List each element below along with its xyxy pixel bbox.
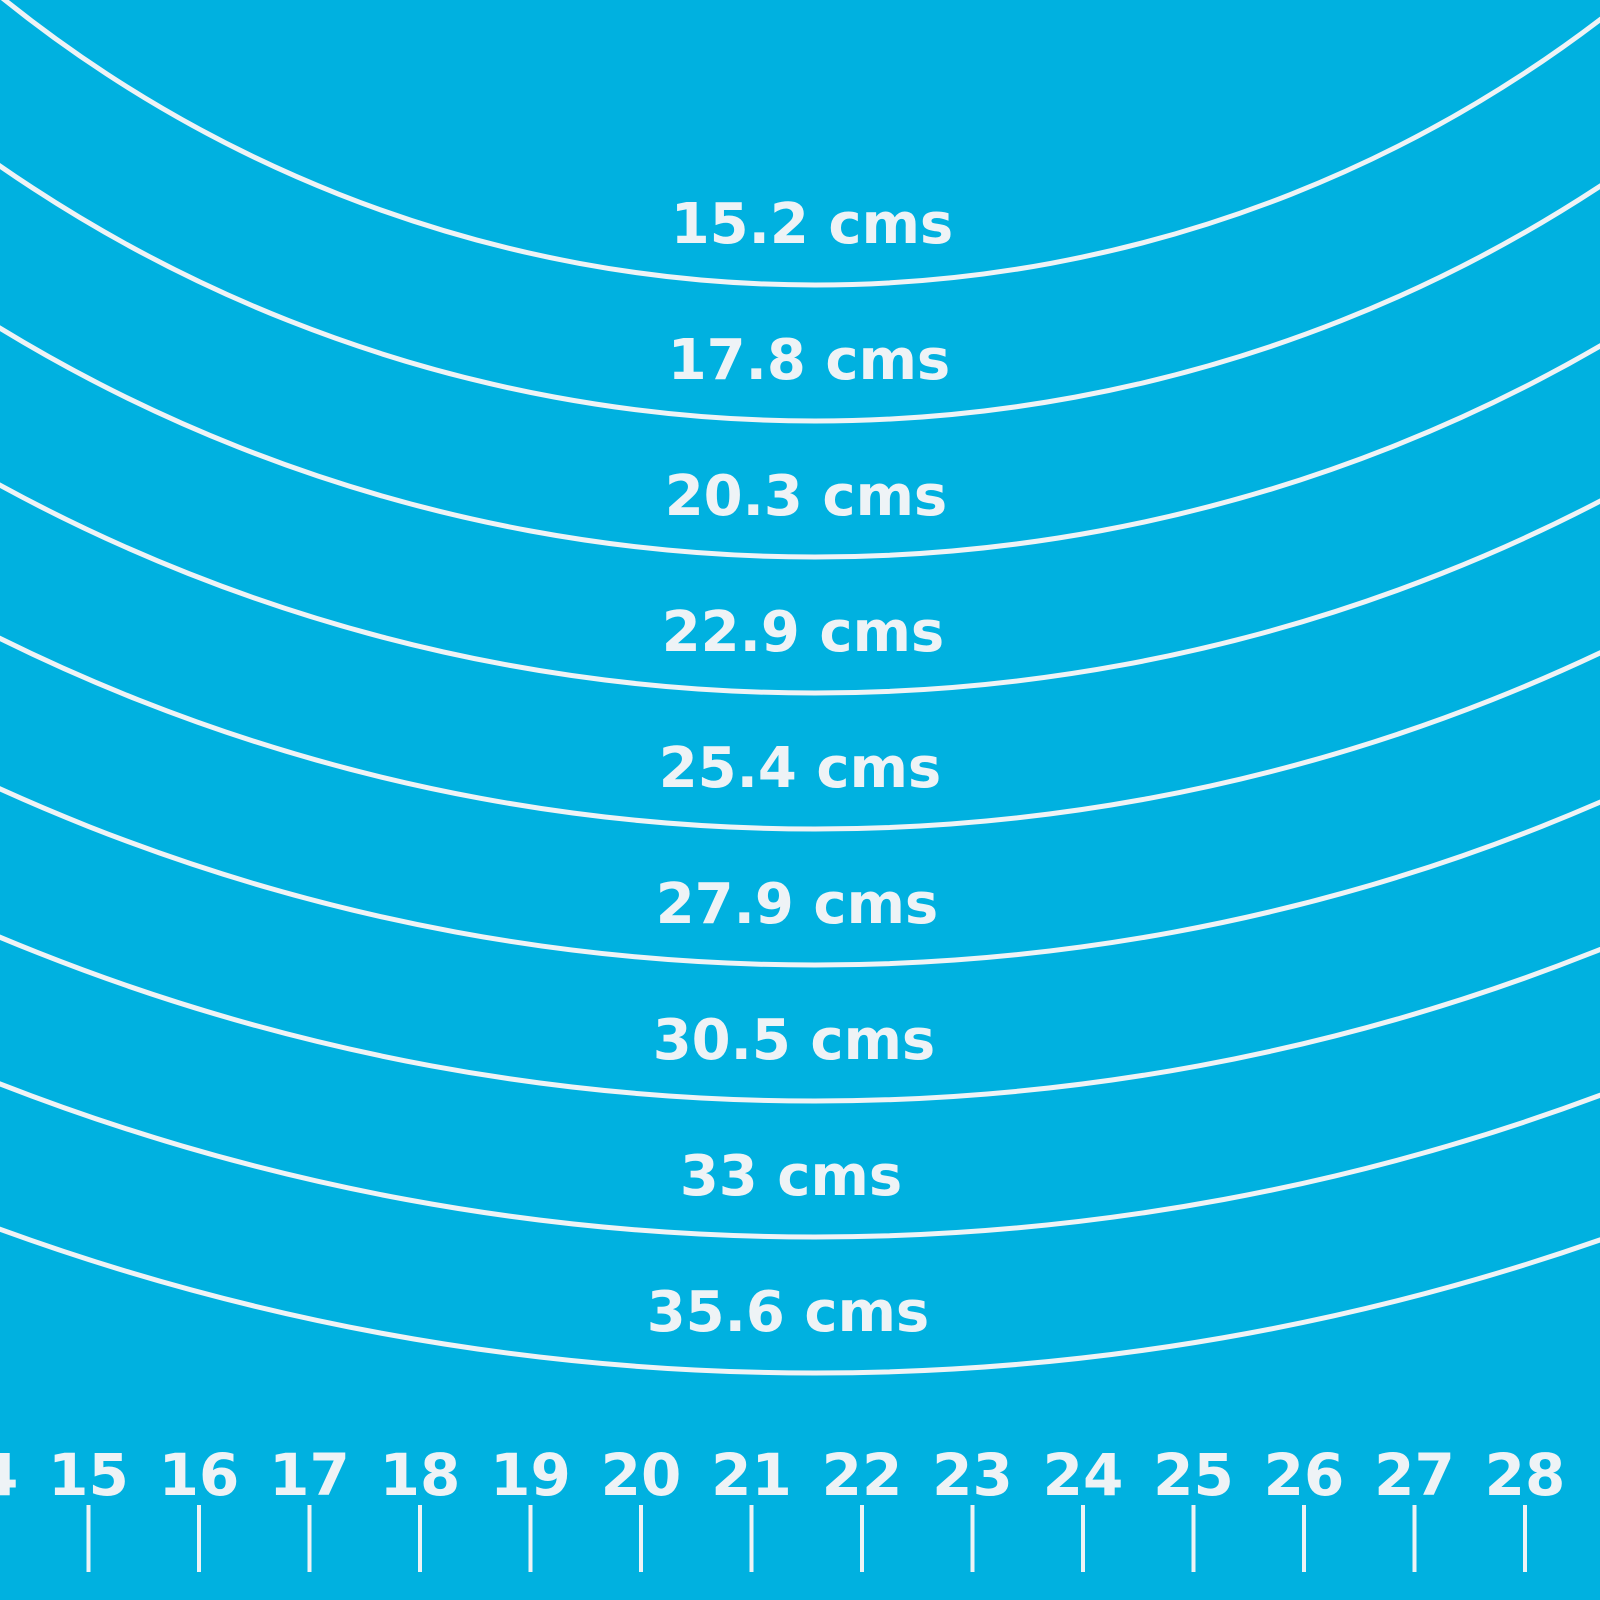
circle-size-label: 33 cms: [680, 1144, 902, 1209]
ruler: 14 15 16 17 18 19 20 21 22 23 24 25 26 27 28: [0, 1441, 1565, 1572]
ruler-number: 20: [601, 1441, 682, 1509]
ruler-number: 22: [822, 1441, 903, 1509]
ruler-number: 14: [0, 1441, 18, 1509]
circle-guide: [0, 933, 1600, 1103]
circle-size-label: 17.8 cms: [668, 328, 951, 393]
circle-guide: [0, 1225, 1600, 1375]
ruler-number: 18: [380, 1441, 461, 1509]
ruler-number: 24: [1043, 1441, 1124, 1509]
circle-size-label: 27.9 cms: [656, 872, 939, 937]
circle-size-label: 15.2 cms: [671, 192, 954, 257]
ruler-number: 27: [1374, 1441, 1455, 1509]
circle-guides: [0, 0, 1600, 1375]
circle-size-labels: 15.2 cms 17.8 cms 20.3 cms 22.9 cms 25.4 cms…: [647, 192, 954, 1345]
ruler-number: 23: [932, 1441, 1013, 1509]
circle-size-label: 22.9 cms: [662, 600, 945, 665]
circle-size-label: 25.4 cms: [659, 736, 942, 801]
circle-guide: [0, 1081, 1600, 1239]
ruler-number: 19: [490, 1441, 571, 1509]
ruler-number: 28: [1485, 1441, 1566, 1509]
circle-size-label: 20.3 cms: [665, 464, 948, 529]
circle-guide: [0, 785, 1600, 967]
ruler-number: 21: [711, 1441, 792, 1509]
circle-size-label: 30.5 cms: [653, 1008, 936, 1073]
ruler-number: 16: [159, 1441, 240, 1509]
ruler-number: 17: [269, 1441, 350, 1509]
circle-guide: [0, 162, 1600, 424]
circle-guide: [1, 0, 1600, 288]
circle-guide: [0, 324, 1600, 560]
circle-size-label: 35.6 cms: [647, 1280, 930, 1345]
ruler-number: 26: [1264, 1441, 1345, 1509]
circle-guide: [0, 481, 1600, 695]
ruler-number: 25: [1153, 1441, 1234, 1509]
ruler-number: 15: [48, 1441, 129, 1509]
circle-guide: [0, 635, 1600, 831]
